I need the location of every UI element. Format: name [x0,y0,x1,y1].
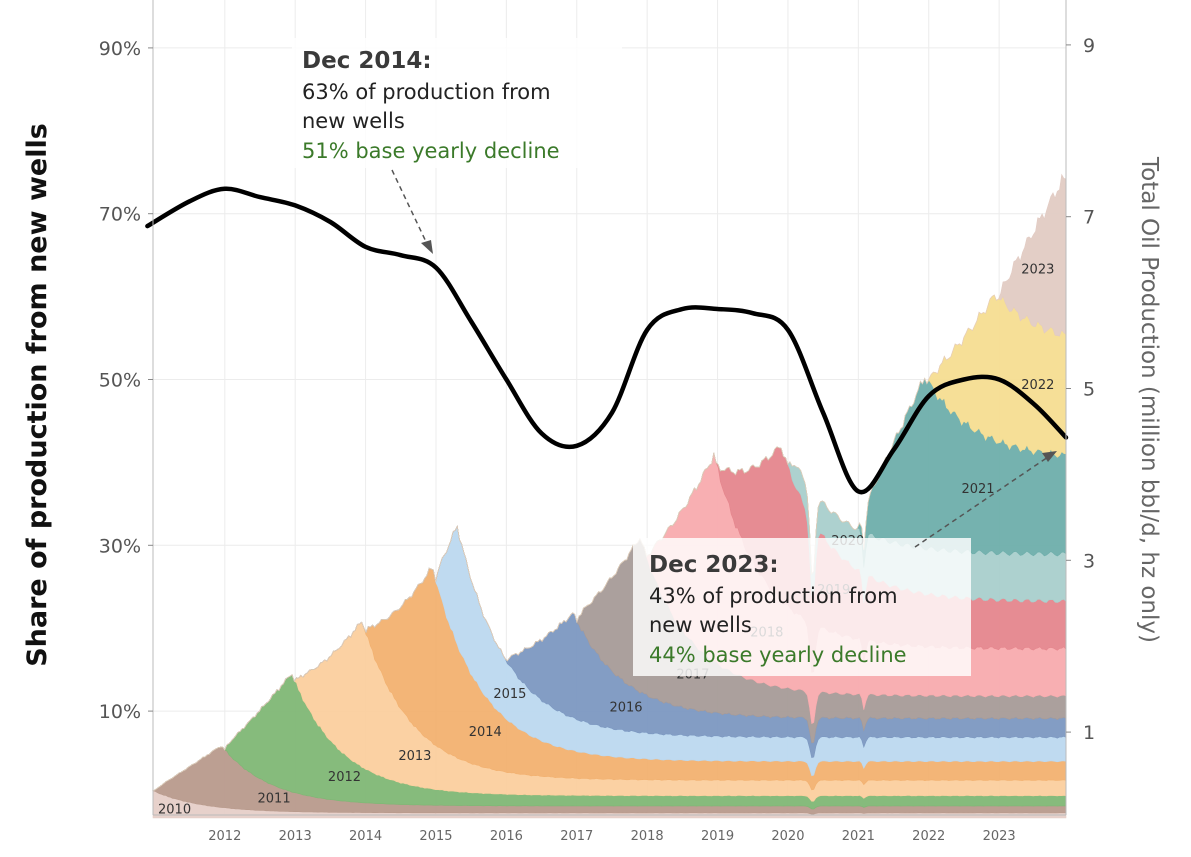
left-ticks: 10% 30% 50% 70% 90% [99,38,153,723]
x-tick-label: 2019 [701,829,734,844]
y-tick-label: 10% [99,701,141,723]
y2-axis-label: Total Oil Production (million bbl/d, hz … [1136,156,1162,643]
y2-tick-label: 9 [1083,35,1095,57]
cohort-label-2021: 2021 [961,482,994,497]
annotation-line: new wells [302,109,405,133]
cohort-label-2016: 2016 [609,701,642,716]
y2-tick-label: 5 [1083,379,1095,401]
annotation-line: 43% of production from [649,584,898,608]
annotation-title: Dec 2014: [302,48,432,74]
x-tick-label: 2018 [631,829,664,844]
y2-tick-label: 1 [1083,722,1095,744]
arrow-head-icon [1042,451,1057,462]
y2-tick-label: 7 [1083,207,1095,229]
y-tick-label: 30% [99,535,141,557]
cohort-label-2015: 2015 [493,687,526,702]
x-tick-label: 2012 [208,829,241,844]
annotation-title: Dec 2023: [649,552,779,578]
annotation-line: new wells [649,613,752,637]
x-tick-label: 2014 [349,829,382,844]
x-ticks: 2012 2013 2014 2015 2016 2017 2018 2019 2020 2021… [208,829,1015,844]
x-tick-label: 2016 [490,829,523,844]
y-tick-label: 90% [99,38,141,60]
annotation-decline: 44% base yearly decline [649,643,907,667]
cohort-label-2014: 2014 [469,725,502,740]
y-axis-label: Share of production from new wells [22,123,53,667]
annotation-dec-2014: Dec 2014: 63% of production from new wel… [292,38,622,254]
x-tick-label: 2020 [771,829,804,844]
x-tick-label: 2017 [560,829,593,844]
cohort-label-2010: 2010 [158,802,191,817]
y2-tick-label: 3 [1083,550,1095,572]
cohort-label-2013: 2013 [398,749,431,764]
cohort-label-2022: 2022 [1021,378,1054,393]
annotation-line: 63% of production from [302,80,551,104]
x-tick-label: 2023 [983,829,1016,844]
y-tick-label: 50% [99,370,141,392]
cohort-label-2023: 2023 [1021,262,1054,277]
arrow-head-icon [421,240,433,254]
x-tick-label: 2022 [912,829,945,844]
x-tick-label: 2015 [419,829,452,844]
annotation-decline: 51% base yearly decline [302,139,560,163]
x-tick-label: 2021 [842,829,875,844]
share-line [145,186,1069,495]
right-ticks: 1 3 5 7 9 [1066,35,1095,744]
annotation-dec-2023: Dec 2023: 43% of production from new wel… [633,451,1057,676]
x-tick-label: 2013 [279,829,312,844]
annotation-arrow [391,169,429,247]
cohort-label-2012: 2012 [328,770,361,785]
cohort-label-2011: 2011 [258,791,291,806]
y-tick-label: 70% [99,204,141,226]
